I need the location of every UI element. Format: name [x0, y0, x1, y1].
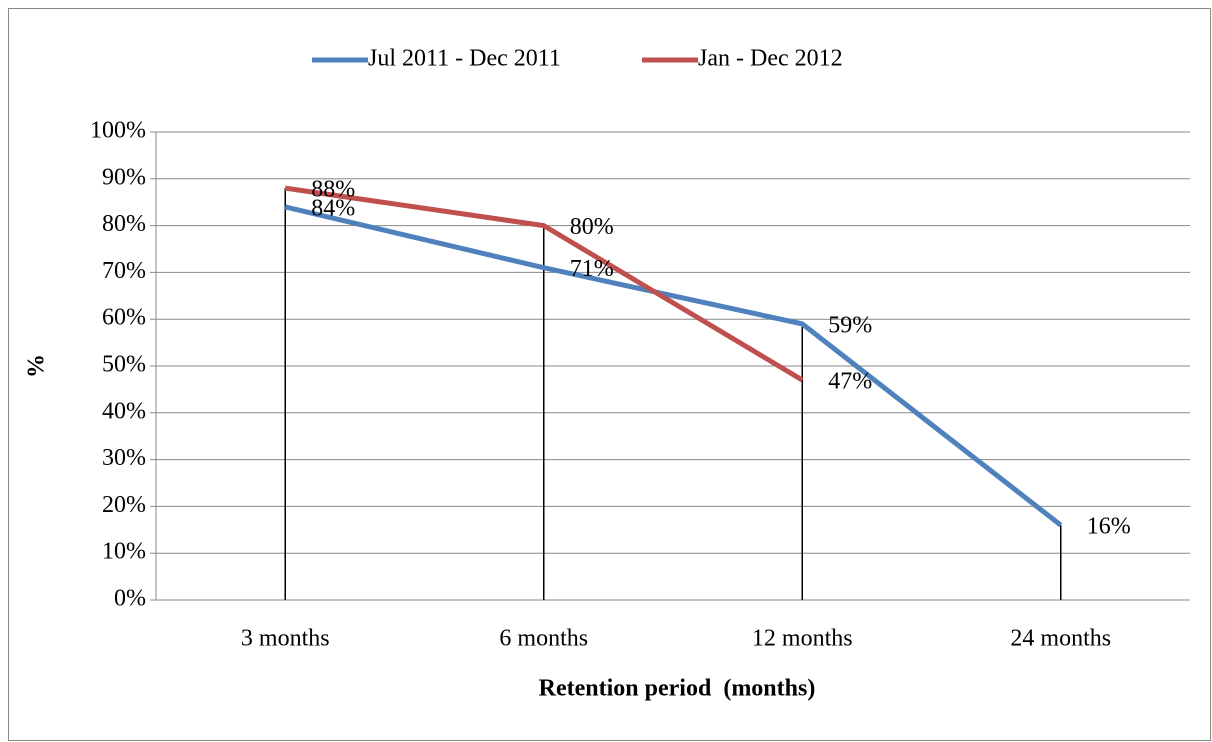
- data-label: 84%: [311, 195, 355, 221]
- x-tick-label: 6 months: [499, 626, 588, 652]
- x-axis-title: Retention period (months): [539, 676, 816, 702]
- x-tick-label: 3 months: [241, 626, 330, 652]
- data-label: 47%: [828, 369, 872, 395]
- chart-border: [8, 8, 1211, 741]
- y-tick-label: 90%: [102, 164, 146, 190]
- data-label: 80%: [570, 214, 614, 240]
- data-label: 71%: [570, 256, 614, 282]
- legend-label: Jul 2011 - Dec 2011: [368, 46, 561, 72]
- y-tick-label: 0%: [114, 586, 146, 612]
- legend-label: Jan - Dec 2012: [698, 46, 843, 72]
- y-tick-label: 100%: [90, 118, 146, 144]
- y-tick-label: 60%: [102, 305, 146, 331]
- y-axis-title: %: [24, 354, 50, 378]
- y-tick-label: 70%: [102, 258, 146, 284]
- data-label: 59%: [828, 312, 872, 338]
- series-line: [284, 185, 804, 383]
- y-tick-label: 30%: [102, 445, 146, 471]
- data-label: 88%: [311, 177, 355, 203]
- data-label: 16%: [1087, 514, 1131, 540]
- x-tick-label: 12 months: [752, 626, 853, 652]
- y-tick-label: 40%: [102, 398, 146, 424]
- x-tick-label: 24 months: [1010, 626, 1111, 652]
- y-tick-label: 20%: [102, 492, 146, 518]
- y-tick-label: 80%: [102, 211, 146, 237]
- y-tick-label: 50%: [102, 352, 146, 378]
- y-tick-label: 10%: [102, 539, 146, 565]
- series-line: [284, 204, 1063, 528]
